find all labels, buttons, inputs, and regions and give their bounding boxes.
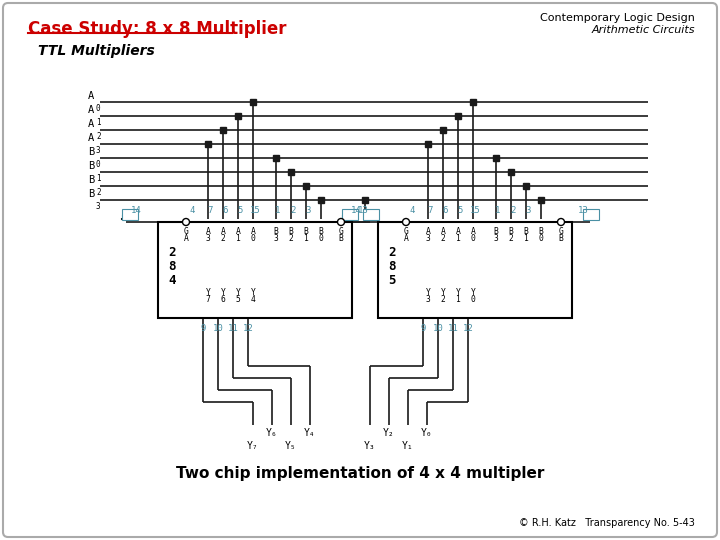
Text: 13: 13 xyxy=(358,206,369,215)
Text: B
3: B 3 xyxy=(494,226,498,244)
Text: A
0: A 0 xyxy=(471,226,475,244)
Text: A
1: A 1 xyxy=(456,226,460,244)
Text: A: A xyxy=(88,133,94,143)
Text: A
0: A 0 xyxy=(251,226,256,244)
Text: 2: 2 xyxy=(96,188,101,197)
Text: 14: 14 xyxy=(130,206,141,215)
Text: Arithmetic Circuits: Arithmetic Circuits xyxy=(592,25,695,35)
Text: A
2: A 2 xyxy=(220,226,225,244)
Text: 1: 1 xyxy=(96,174,101,183)
Text: 15: 15 xyxy=(250,206,261,215)
Text: Y
1: Y 1 xyxy=(456,287,460,305)
Text: 3: 3 xyxy=(305,206,311,215)
Circle shape xyxy=(557,219,564,226)
Text: 4: 4 xyxy=(189,206,194,215)
Text: Y₅: Y₅ xyxy=(285,441,297,451)
Text: 1: 1 xyxy=(96,118,101,127)
Text: 2: 2 xyxy=(96,132,101,141)
Text: 10: 10 xyxy=(212,324,223,333)
Text: G
B: G B xyxy=(559,226,564,244)
Text: 2
8
4: 2 8 4 xyxy=(168,246,176,287)
Text: Two chip implementation of 4 x 4 multipler: Two chip implementation of 4 x 4 multipl… xyxy=(176,466,544,481)
Text: 3: 3 xyxy=(526,206,531,215)
Text: A: A xyxy=(88,91,94,101)
Text: TTL Multipliers: TTL Multipliers xyxy=(38,44,155,58)
Text: 4: 4 xyxy=(409,206,415,215)
Text: Y
2: Y 2 xyxy=(441,287,446,305)
Text: Y
5: Y 5 xyxy=(235,287,240,305)
Text: 7: 7 xyxy=(427,206,433,215)
Text: 9: 9 xyxy=(200,324,206,333)
Text: B
0: B 0 xyxy=(539,226,544,244)
FancyBboxPatch shape xyxy=(363,209,379,220)
Text: 9: 9 xyxy=(420,324,426,333)
Text: B: B xyxy=(88,147,94,157)
Text: Y₃: Y₃ xyxy=(364,441,376,451)
Text: Y₄: Y₄ xyxy=(304,428,316,438)
Text: G
A: G A xyxy=(404,226,408,244)
Text: 11: 11 xyxy=(228,324,238,333)
Text: B: B xyxy=(88,189,94,199)
Text: Y
7: Y 7 xyxy=(206,287,210,305)
Text: Y₂: Y₂ xyxy=(383,428,395,438)
Text: B
2: B 2 xyxy=(508,226,513,244)
Text: 2: 2 xyxy=(290,206,296,215)
Text: 2
8
5: 2 8 5 xyxy=(388,246,396,287)
Text: © R.H. Katz   Transparency No. 5-43: © R.H. Katz Transparency No. 5-43 xyxy=(519,518,695,528)
Circle shape xyxy=(182,219,189,226)
Text: 5: 5 xyxy=(457,206,463,215)
Text: A
3: A 3 xyxy=(426,226,431,244)
FancyBboxPatch shape xyxy=(122,209,138,220)
Text: B
1: B 1 xyxy=(523,226,528,244)
Text: Y
4: Y 4 xyxy=(251,287,256,305)
Text: Y₁: Y₁ xyxy=(402,441,414,451)
Text: 15: 15 xyxy=(469,206,480,215)
Text: 3: 3 xyxy=(96,146,101,155)
Text: 6: 6 xyxy=(442,206,448,215)
Text: A
1: A 1 xyxy=(235,226,240,244)
Text: 10: 10 xyxy=(433,324,444,333)
FancyBboxPatch shape xyxy=(3,3,717,537)
Text: Y₆: Y₆ xyxy=(266,428,278,438)
Text: Y
6: Y 6 xyxy=(220,287,225,305)
Text: 13: 13 xyxy=(577,206,588,215)
Text: B
3: B 3 xyxy=(274,226,279,244)
Text: B
1: B 1 xyxy=(304,226,308,244)
Text: A
3: A 3 xyxy=(206,226,210,244)
Text: 5: 5 xyxy=(238,206,243,215)
Text: 7: 7 xyxy=(207,206,212,215)
Text: 0: 0 xyxy=(96,160,101,169)
Text: G
B: G B xyxy=(338,226,343,244)
Text: Y
3: Y 3 xyxy=(426,287,431,305)
Text: A: A xyxy=(88,119,94,129)
Text: 11: 11 xyxy=(448,324,459,333)
Text: B: B xyxy=(88,161,94,171)
Text: 6: 6 xyxy=(222,206,228,215)
Text: 1: 1 xyxy=(275,206,281,215)
Text: Case Study: 8 x 8 Multiplier: Case Study: 8 x 8 Multiplier xyxy=(28,20,287,38)
Text: 3: 3 xyxy=(96,202,101,211)
Text: Y
0: Y 0 xyxy=(471,287,475,305)
Text: B
0: B 0 xyxy=(318,226,323,244)
FancyBboxPatch shape xyxy=(342,209,358,220)
Circle shape xyxy=(402,219,410,226)
Text: G
A: G A xyxy=(184,226,189,244)
Text: 2: 2 xyxy=(510,206,516,215)
Text: 12: 12 xyxy=(463,324,473,333)
Text: 1: 1 xyxy=(495,206,500,215)
Text: B
2: B 2 xyxy=(289,226,294,244)
Text: Y₇: Y₇ xyxy=(247,441,259,451)
Bar xyxy=(378,222,572,318)
Text: B: B xyxy=(88,175,94,185)
Text: A: A xyxy=(88,105,94,115)
Text: Contemporary Logic Design: Contemporary Logic Design xyxy=(540,13,695,23)
Text: 14: 14 xyxy=(351,206,361,215)
Circle shape xyxy=(338,219,344,226)
Text: 12: 12 xyxy=(243,324,253,333)
Text: Y₀: Y₀ xyxy=(421,428,433,438)
FancyBboxPatch shape xyxy=(583,209,599,220)
Text: A
2: A 2 xyxy=(441,226,446,244)
Text: 0: 0 xyxy=(96,104,101,113)
Bar xyxy=(158,222,352,318)
